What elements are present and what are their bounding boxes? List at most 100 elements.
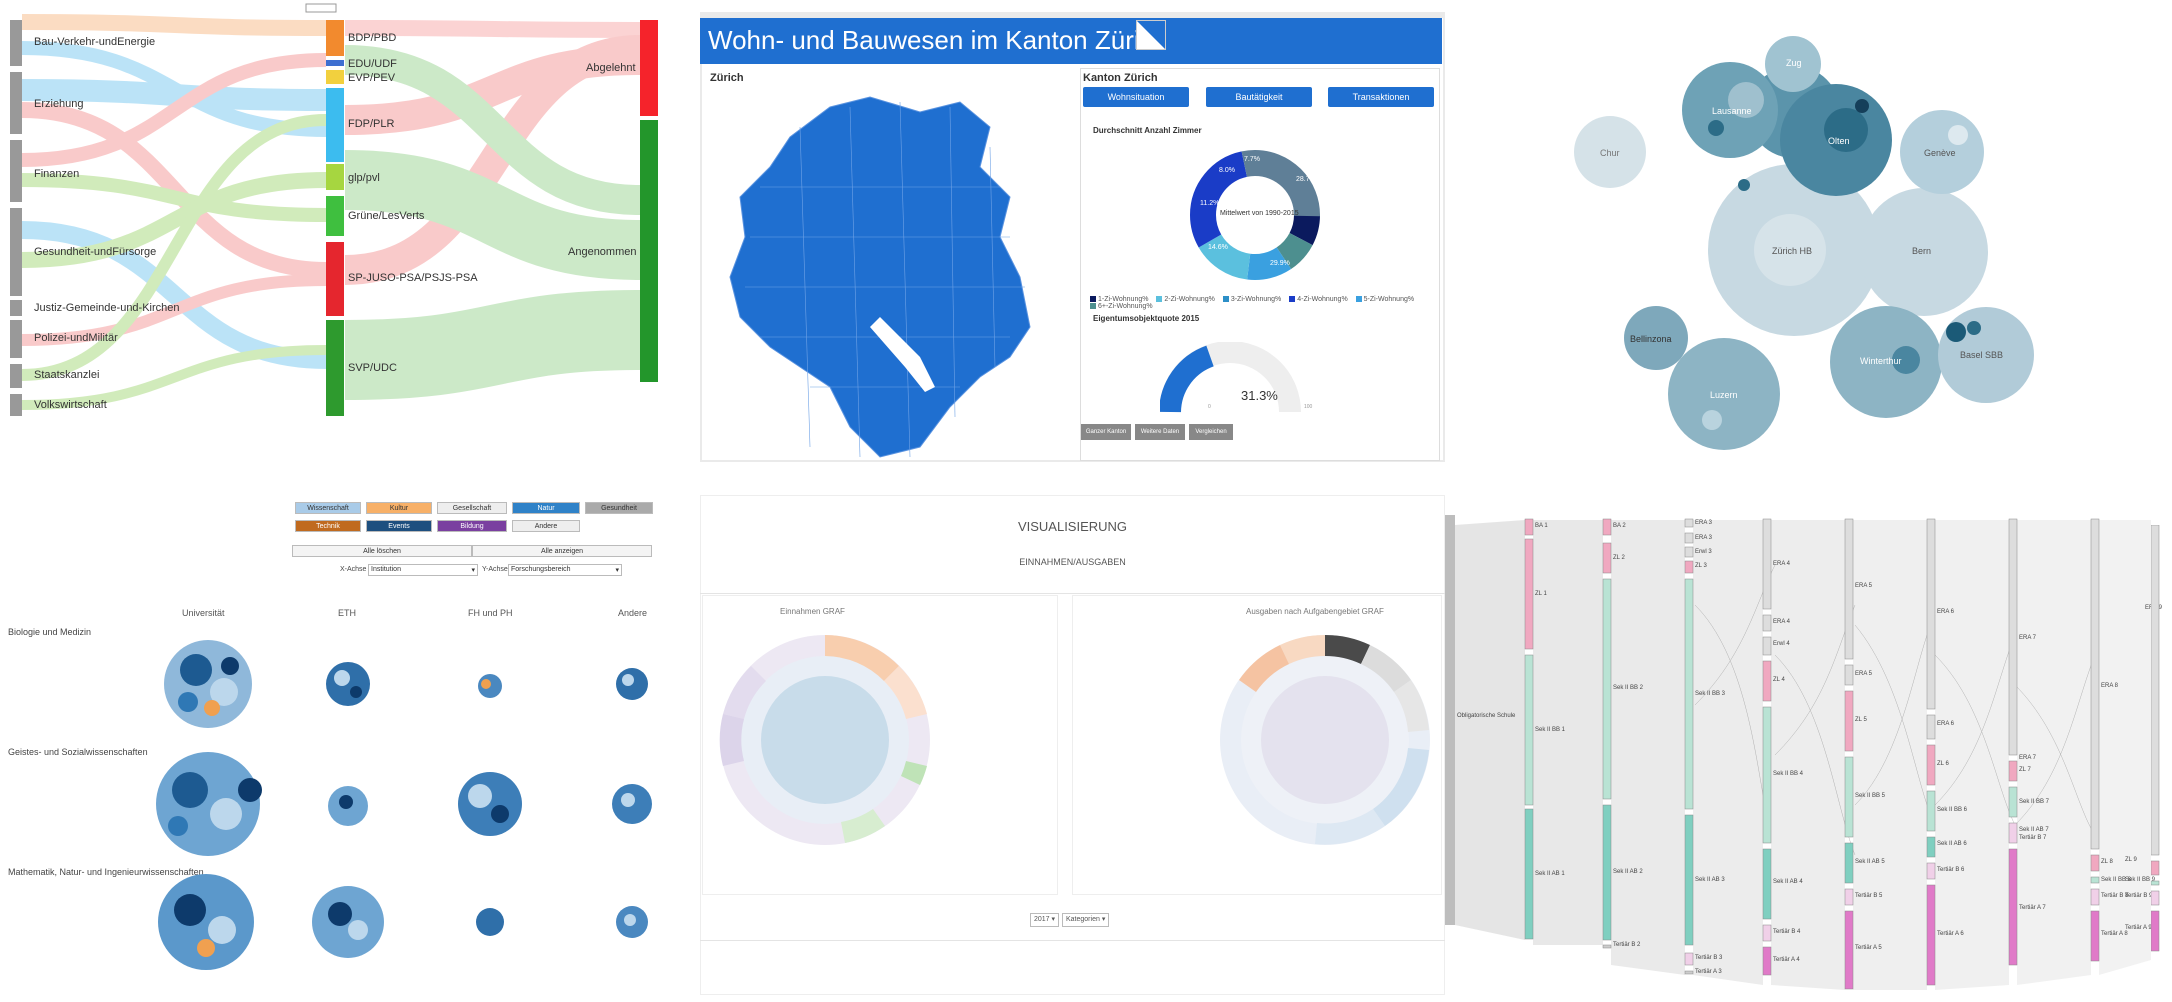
year-value: 2017 [1034,916,1050,923]
bubble-label: Lausanne [1712,106,1752,116]
type-select[interactable]: Kategorien ▾ [1062,913,1110,927]
sankey-left-label: Staatskanzlei [34,369,100,381]
wohnsituation-button[interactable]: Wohnsituation [1083,87,1189,107]
room-donut-chart[interactable] [1180,140,1330,290]
sankey-node-label: ERA 4 [1773,619,1791,625]
bubble-cluster[interactable] [458,772,522,836]
sankey-node-label: Tertiär A 7 [2019,905,2046,911]
weitere-daten-button[interactable]: Weitere Daten [1135,424,1185,440]
transaktionen-button[interactable]: Transaktionen [1328,87,1434,107]
bubble-label: Basel SBB [1960,350,2004,360]
sankey-node-label: Sek II AB 6 [1937,841,1967,847]
page-title: Wohn- und Bauwesen im Kanton Zürich [700,18,1442,64]
filter-button[interactable]: Natur [512,502,580,514]
income-sunburst[interactable] [710,625,940,855]
donut-label: 8.0% [1219,167,1235,174]
chevron-down-icon: ▾ [471,567,475,574]
sankey-mid-label: EVP/PEV [348,72,396,84]
y-axis-select[interactable]: Forschungsbereich ▾ [508,564,622,576]
bubble-cluster[interactable] [616,906,648,938]
ganzer-kanton-button[interactable]: Ganzer Kanton [1081,424,1131,440]
type-value: Kategorien [1066,916,1100,923]
bubble-cluster[interactable] [328,786,368,826]
sankey-node-label: Tertiär B 3 [1695,955,1723,961]
sankey-mid-label: BDP/PBD [348,32,397,44]
sankey-node-label: Sek II AB 2 [1613,869,1643,875]
sankey-node-label: BA 1 [1535,523,1548,529]
bubble-cluster[interactable] [312,886,384,958]
sankey-node-label: ERA 7 [2019,635,2037,641]
bubble-cluster[interactable] [612,784,652,824]
education-sankey-svg[interactable] [1445,505,2172,1002]
sankey-node-label: ZL 2 [1613,555,1625,561]
sankey-mid-label: SP-JUSO-PSA/PSJS-PSA [348,272,478,284]
legend-item: 4-Zi-Wohnung% [1289,296,1348,303]
bubble-cluster[interactable] [158,874,254,970]
year-select[interactable]: 2017 ▾ [1030,913,1060,927]
sankey-node-label: ZL 6 [1937,761,1949,767]
filter-button[interactable]: Andere [512,520,580,532]
sankey-node-label: Sek II AB 5 [1855,859,1885,865]
filter-button[interactable]: Wissenschaft [295,502,361,514]
sankey-node-label: ERA 6 [1937,721,1955,727]
sankey-node-label: Sek II AB 7 [2019,827,2049,833]
sankey-left-label: Justiz-Gemeinde-und-Kirchen [34,302,180,314]
bubble-cluster[interactable] [164,640,252,728]
vergleichen-button[interactable]: Vergleichen [1189,424,1233,440]
filter-button[interactable]: Events [366,520,432,532]
chevron-down-icon: ▾ [1101,916,1106,923]
filter-button[interactable]: Gesundheit [585,502,653,514]
donut-label: 7.7% [1244,156,1260,163]
sankey-flows [21,14,641,410]
legend-item: 2-Zi-Wohnung% [1156,296,1215,303]
show-all-button[interactable]: Alle anzeigen [472,545,652,557]
sankey-mid-label: glp/pvl [348,172,380,184]
legend-item: 6+-Zi-Wohnung% [1090,303,1153,310]
ownership-gauge [1160,342,1301,413]
sankey-node-label: Tertiär A 9 [2125,925,2152,931]
sankey-node-label: Erwl 3 [1695,549,1712,555]
sankey-mid-label: Grüne/LesVerts [348,210,425,222]
gauge-title: Eigentumsobjektquote 2015 [1093,314,1200,323]
bubble-cluster[interactable] [616,668,648,700]
sankey-node-label: Tertiär A 4 [1773,957,1800,963]
x-axis-value: Institution [371,566,401,573]
expense-sunburst[interactable] [1210,625,1440,855]
donut-center-label: Mittelwert von 1990-2015 [1220,210,1299,217]
sankey-node-label: Tertiär A 8 [2101,931,2128,937]
sankey-left-label: Erziehung [34,98,84,110]
sankey-left-label: Gesundheit-undFürsorge [34,246,157,258]
sankey-mid-label: FDP/PLR [348,118,395,130]
row-label: Geistes- und Sozialwissenschaften [8,747,148,757]
x-axis-label: X-Achse [340,566,367,573]
clear-all-button[interactable]: Alle löschen [292,545,472,557]
sankey-node-label: ERA 7 [2019,755,2037,761]
sankey-mid-label: SVP/UDC [348,362,397,374]
sankey-node-label: Tertiär A 5 [1855,945,1882,951]
sankey-node-label: Tertiär B 8 [2101,893,2129,899]
bubble-cluster[interactable] [156,752,262,856]
sankey-left-label: Polizei-undMilitär [34,332,118,344]
x-axis-select[interactable]: Institution ▾ [368,564,478,576]
sankey-mid-label: EDU/UDF [348,58,397,70]
sankey-node-label: ERA 3 [1695,520,1713,526]
filter-button[interactable]: Technik [295,520,361,532]
sankey-node-label: Tertiär B 9 [2125,893,2153,899]
zurich-municipality-map[interactable] [720,87,1050,462]
bubble-grid-svg[interactable] [0,630,690,1002]
filter-button[interactable]: Bildung [437,520,507,532]
sankey-node-label: Tertiär B 5 [1855,893,1883,899]
column-header: Andere [618,608,648,618]
filter-button[interactable]: Gesellschaft [437,502,507,514]
sankey-right-label: Abgelehnt [586,62,636,74]
donut-label: 28.7% [1296,176,1316,183]
bubble-cluster[interactable] [326,662,370,706]
sankey-node-label: Sek II BB 8 [2101,877,2132,883]
bautaetigkeit-button[interactable]: Bautätigkeit [1206,87,1312,107]
station-bubble-chart[interactable] [1450,0,2172,470]
bubble-label: Zürich HB [1772,246,1813,256]
sankey-node-label: ZL 8 [2101,859,2113,865]
bubble-cluster[interactable] [478,674,502,698]
filter-button[interactable]: Kultur [366,502,432,514]
bubble-cluster[interactable] [476,908,504,936]
